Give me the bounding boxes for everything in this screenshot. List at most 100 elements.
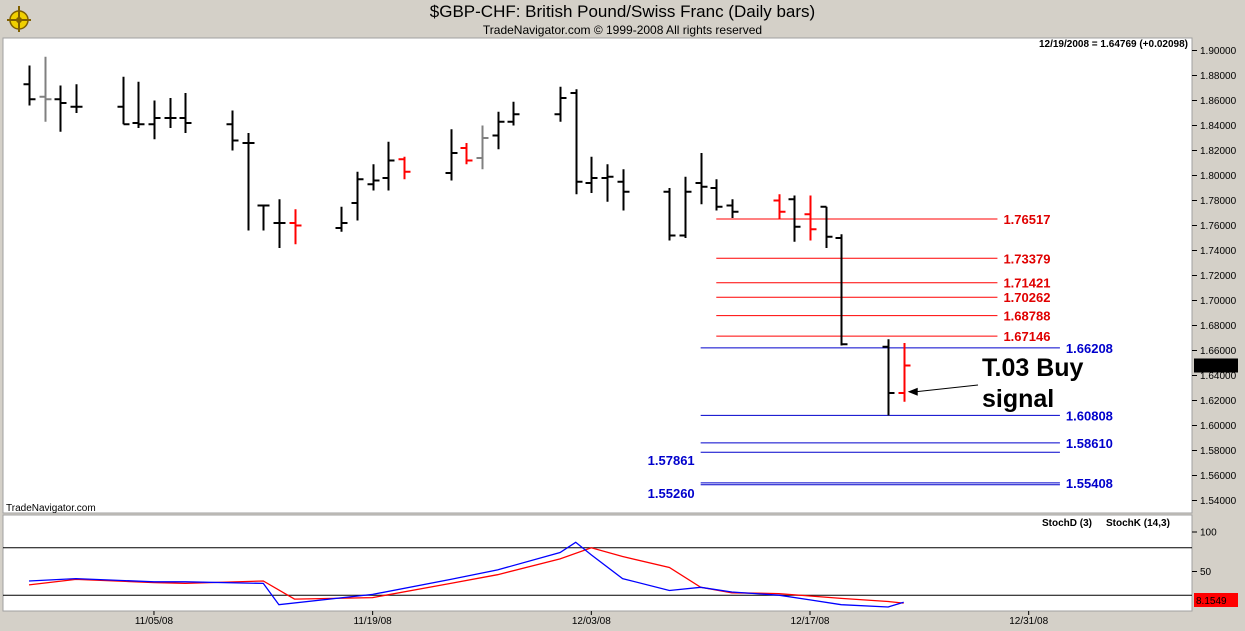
y-tick-label: 1.68000 [1200, 321, 1237, 332]
stoch-k-line [28, 541, 904, 608]
stoch-panel [2, 514, 1193, 612]
ohlc-bar [70, 84, 83, 113]
y-tick-label: 1.60000 [1200, 421, 1237, 432]
ohlc-bar [382, 141, 395, 191]
ohlc-bar [710, 179, 723, 211]
ohlc-bar [460, 143, 473, 165]
y-tick-label: 1.78000 [1200, 196, 1237, 207]
ohlc-bar [476, 125, 489, 170]
ohlc-bar [570, 89, 583, 195]
ohlc-bar [788, 195, 801, 242]
x-tick-label: 12/31/08 [1009, 616, 1048, 627]
level-label: 1.73379 [1003, 251, 1050, 266]
buy-signal-text: T.03 Buy [982, 354, 1084, 382]
x-tick-label: 11/05/08 [135, 616, 174, 627]
price-bars [23, 56, 911, 416]
level-label: 1.55408 [1066, 476, 1113, 491]
ohlc-bar [835, 234, 848, 346]
ohlc-bar [242, 133, 255, 231]
y-tick-label: 1.74000 [1200, 246, 1237, 257]
ohlc-bar [148, 100, 161, 140]
y-tick-label: 1.72000 [1200, 271, 1237, 282]
last-price-badge [1194, 358, 1238, 373]
ohlc-bar [335, 206, 348, 232]
x-axis: 11/05/08 11/19/08 12/03/08 12/17/08 12/31/08 [135, 611, 1049, 627]
ohlc-bar [617, 169, 630, 211]
y-tick-label: 1.90000 [1200, 46, 1237, 57]
ohlc-bar [601, 164, 614, 202]
ohlc-bar [398, 156, 411, 180]
y-tick-label: 1.84000 [1200, 121, 1237, 132]
ohlc-bar [289, 209, 302, 245]
ohlc-bar [117, 76, 130, 126]
stoch-d-line [28, 547, 904, 604]
ohlc-bar [23, 65, 36, 106]
stoch-value-badge [1194, 593, 1238, 607]
y-tick-label: 1.54000 [1200, 496, 1237, 507]
annotation-arrowhead [907, 387, 918, 396]
y-tick-label: 1.82000 [1200, 146, 1237, 157]
ohlc-bar [273, 199, 286, 248]
y-tick-label: 1.66000 [1200, 346, 1237, 357]
ohlc-bar [773, 194, 786, 220]
ohlc-bar [820, 205, 833, 248]
annotation-arrow-line [915, 384, 979, 393]
ohlc-bar [351, 171, 364, 221]
ohlc-bar [679, 176, 692, 238]
x-tick-label: 12/17/08 [791, 616, 830, 627]
ohlc-bar [257, 204, 270, 231]
x-tick-label: 11/19/08 [354, 616, 393, 627]
ohlc-bar [882, 339, 895, 416]
ohlc-bar [445, 129, 458, 181]
ohlc-bar [898, 343, 911, 402]
ohlc-bar [507, 101, 520, 126]
stoch-axis: 100 50 [1192, 528, 1217, 578]
ohlc-bar [226, 110, 239, 151]
level-label: 1.71421 [1003, 276, 1050, 291]
y-tick-label: 1.76000 [1200, 221, 1237, 232]
stoch-tick-label: 50 [1200, 567, 1212, 578]
price-info-text: 12/19/2008 = 1.64769 (+0.02098) [1039, 39, 1188, 50]
level-label: 1.57861 [648, 453, 695, 468]
stoch-value-text: 8.1549 [1196, 596, 1227, 607]
level-label: 1.58610 [1066, 436, 1113, 451]
buy-signal-annotation: T.03 Buy signal [907, 354, 1084, 413]
y-tick-label: 1.62000 [1200, 396, 1237, 407]
y-tick-label: 1.58000 [1200, 446, 1237, 457]
ohlc-bar [492, 111, 505, 150]
y-tick-label: 1.70000 [1200, 296, 1237, 307]
level-label: 1.76517 [1003, 212, 1050, 227]
level-label: 1.66208 [1066, 341, 1113, 356]
ohlc-bar [39, 56, 52, 122]
y-tick-label: 1.56000 [1200, 471, 1237, 482]
y-tick-label: 1.80000 [1200, 171, 1237, 182]
last-price-text: 1.64769 [1196, 362, 1233, 373]
price-panel [2, 37, 1193, 514]
level-label: 1.68788 [1003, 309, 1050, 324]
x-tick-label: 12/03/08 [572, 616, 611, 627]
stoch-d-legend: StochD (3) [1042, 518, 1092, 529]
level-label: 1.60808 [1066, 408, 1113, 423]
chart-title: $GBP-CHF: British Pound/Swiss Franc (Dai… [429, 2, 816, 21]
copyright-text: TradeNavigator.com © 1999-2008 All right… [482, 23, 763, 37]
price-axis: 1.90000 1.88000 1.86000 1.84000 1.82000 1.800… [1192, 46, 1237, 507]
ohlc-bar [179, 93, 192, 133]
level-label: 1.70262 [1003, 290, 1050, 305]
ohlc-bar [54, 85, 67, 132]
stoch-tick-label: 100 [1200, 528, 1217, 539]
level-label: 1.67146 [1003, 329, 1050, 344]
y-tick-label: 1.88000 [1200, 71, 1237, 82]
compass-logo-icon [7, 6, 31, 32]
level-label: 1.55260 [648, 486, 695, 501]
watermark-text: TradeNavigator.com [6, 503, 96, 514]
y-tick-label: 1.86000 [1200, 96, 1237, 107]
ohlc-bar [164, 98, 177, 128]
ohlc-bar [663, 188, 676, 241]
ohlc-bar [554, 86, 567, 122]
ohlc-bar [367, 164, 380, 191]
ohlc-bar [695, 153, 708, 205]
buy-signal-text: signal [982, 385, 1054, 413]
ohlc-bar [726, 199, 739, 218]
